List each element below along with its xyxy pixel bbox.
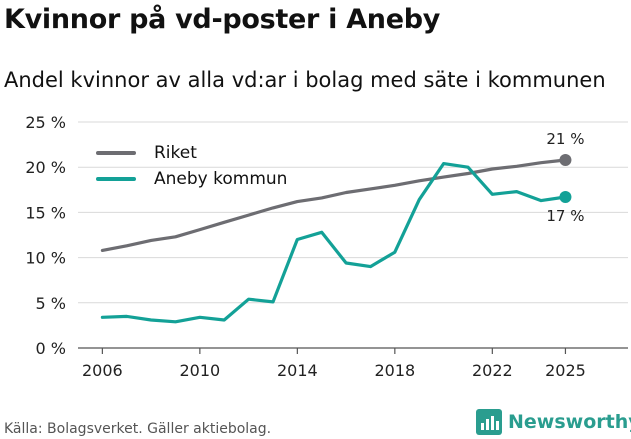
series-end-marker [559, 153, 572, 166]
chart-legend: Riket Aneby kommun [96, 140, 287, 192]
x-tick-label: 2022 [472, 361, 513, 380]
y-tick-label: 15 % [25, 203, 66, 222]
series-line-riket [100, 158, 568, 252]
legend-swatch-aneby [96, 177, 136, 181]
x-tick-label: 2010 [180, 361, 221, 380]
end-value-label: 17 % [546, 207, 584, 225]
source-note: Källa: Bolagsverket. Gäller aktiebolag. [4, 421, 272, 437]
x-tick-label: 2014 [277, 361, 318, 380]
legend-item-riket: Riket [96, 140, 287, 166]
x-tick-label: 2006 [82, 361, 123, 380]
y-tick-label: 20 % [25, 158, 66, 177]
brand-name: Newsworthy [508, 411, 631, 433]
chart-title: Kvinnor på vd-poster i Aneby [4, 4, 441, 35]
series-line-aneby [100, 162, 568, 324]
y-tick-label: 25 % [25, 113, 66, 132]
chart-subtitle: Andel kvinnor av alla vd:ar i bolag med … [4, 68, 606, 92]
x-tick-label: 2018 [374, 361, 415, 380]
legend-item-aneby: Aneby kommun [96, 166, 287, 192]
y-tick-label: 10 % [25, 249, 66, 268]
legend-label-aneby: Aneby kommun [154, 169, 288, 189]
newsworthy-logo-icon [476, 409, 502, 435]
legend-label-riket: Riket [154, 143, 197, 163]
legend-swatch-riket [96, 151, 136, 155]
series-end-marker [559, 191, 572, 204]
brand-logo: Newsworthy [476, 408, 631, 436]
y-tick-label: 0 % [36, 339, 66, 358]
x-tick-label: 2025 [545, 361, 586, 380]
y-tick-label: 5 % [36, 294, 66, 313]
end-value-label: 21 % [546, 130, 584, 148]
